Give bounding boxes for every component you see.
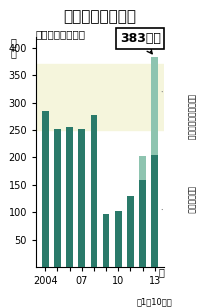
Text: 383億円: 383億円 — [120, 32, 161, 54]
Bar — [115, 211, 122, 267]
Bar — [103, 215, 109, 267]
Bar — [36, 64, 164, 130]
Text: 特殊詐欺の被害額: 特殊詐欺の被害額 — [64, 9, 136, 24]
Y-axis label: 億
円: 億 円 — [10, 37, 16, 58]
Bar — [91, 115, 97, 267]
Bar — [151, 57, 158, 155]
Bar — [139, 180, 146, 267]
Bar — [54, 130, 61, 267]
Text: 振り込め詐欺: 振り込め詐欺 — [186, 186, 196, 213]
Bar — [66, 127, 73, 267]
Bar — [78, 130, 85, 267]
Text: 金融商品取引名目など: 金融商品取引名目など — [186, 94, 196, 140]
Bar — [151, 155, 158, 267]
Bar — [42, 111, 49, 267]
Bar — [127, 196, 134, 267]
Text: （1～10月）: （1～10月） — [137, 297, 173, 306]
Text: ［警察庁まとめ］: ［警察庁まとめ］ — [36, 29, 86, 39]
Text: 年: 年 — [158, 267, 164, 277]
Bar — [139, 156, 146, 180]
